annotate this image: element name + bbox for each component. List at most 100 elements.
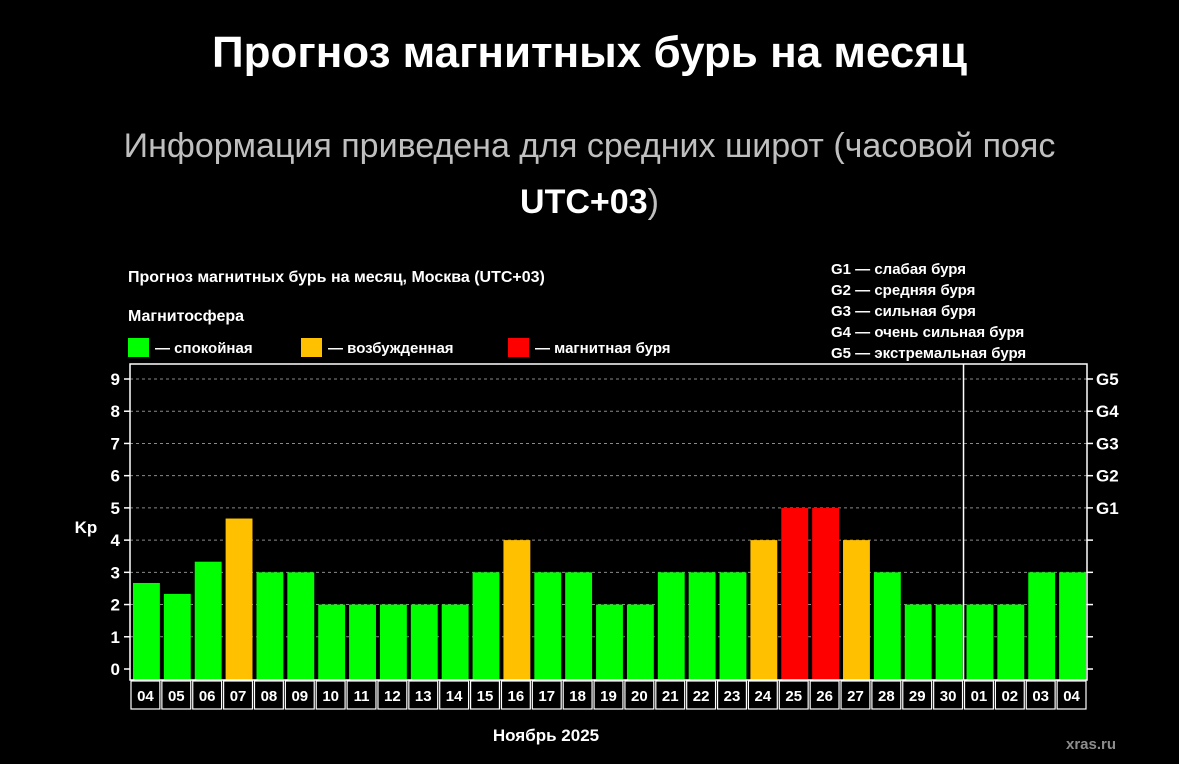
x-tick-label: 12 bbox=[384, 688, 401, 705]
subtitle-timezone: UTC+03 bbox=[520, 183, 648, 221]
x-tick-label: 17 bbox=[538, 688, 555, 705]
x-tick-box bbox=[469, 680, 501, 710]
x-tick-box bbox=[933, 680, 964, 710]
page-subtitle: Информация приведена для средних широт (… bbox=[0, 118, 1179, 230]
x-tick-label: 13 bbox=[415, 688, 432, 705]
x-tick-box bbox=[531, 680, 562, 710]
x-tick-label: 27 bbox=[847, 688, 864, 705]
bar-19 bbox=[596, 604, 623, 680]
bar-25 bbox=[781, 507, 809, 680]
g-legend-item: G1 — слабая буря bbox=[831, 261, 966, 278]
x-tick-box bbox=[809, 680, 840, 710]
x-tick-box bbox=[963, 680, 994, 710]
legend-label-excited: — возбужденная bbox=[328, 340, 454, 357]
y-tick-label: 0 bbox=[111, 660, 120, 679]
x-tick-box bbox=[130, 680, 161, 710]
y-tick-label: 8 bbox=[111, 402, 120, 421]
x-tick-label: 18 bbox=[569, 688, 586, 705]
bar-04 bbox=[133, 582, 160, 680]
y-tick-labels: 0 1 2 3 4 5 6 7 8 9 bbox=[111, 370, 130, 679]
legend-label-calm: — спокойная bbox=[155, 340, 253, 357]
g-legend-item: G2 — средняя буря bbox=[831, 282, 975, 299]
x-tick-box bbox=[346, 680, 377, 710]
x-tick-box bbox=[408, 680, 439, 710]
x-tick-box bbox=[593, 680, 624, 710]
x-tick-label: 04 bbox=[1063, 688, 1080, 705]
bars bbox=[133, 507, 1086, 680]
x-tick-box bbox=[1025, 680, 1056, 710]
y-tick-label: 5 bbox=[111, 499, 120, 518]
bar-15 bbox=[472, 572, 500, 680]
g-legend-item: G3 — сильная буря bbox=[831, 303, 976, 320]
x-tick-label: 28 bbox=[878, 688, 895, 705]
x-tick-label: 04 bbox=[137, 688, 154, 705]
x-tick-box bbox=[655, 680, 686, 710]
x-tick-label: 15 bbox=[477, 688, 494, 705]
x-tick-label: 21 bbox=[662, 688, 679, 705]
bar-03 bbox=[1028, 572, 1056, 680]
x-tick-label: 02 bbox=[1001, 688, 1018, 705]
x-tick-label: 29 bbox=[909, 688, 926, 705]
bar-24 bbox=[750, 540, 778, 680]
bar-14 bbox=[441, 604, 469, 680]
x-tick-box bbox=[377, 680, 408, 710]
x-tick-box bbox=[1056, 680, 1087, 710]
g-tick-label: G1 bbox=[1096, 499, 1119, 518]
x-tick-label: 25 bbox=[785, 688, 802, 705]
subtitle-close: ) bbox=[647, 183, 659, 221]
x-axis-label: Ноябрь 2025 bbox=[493, 726, 599, 745]
bar-08 bbox=[256, 572, 284, 680]
plot-frame bbox=[129, 363, 1088, 681]
g-legend-item: G5 — экстремальная буря bbox=[831, 345, 1026, 362]
bar-28 bbox=[873, 572, 901, 680]
chart-title: Прогноз магнитных бурь на месяц, Москва … bbox=[128, 269, 545, 286]
x-tick-label: 03 bbox=[1032, 688, 1049, 705]
x-tick-label: 14 bbox=[446, 688, 463, 705]
x-tick-label: 09 bbox=[291, 688, 308, 705]
bar-27 bbox=[843, 540, 870, 680]
g-scale-legend: G1 — слабая буря G2 — средняя буря G3 — си… bbox=[831, 261, 1026, 362]
x-tick-box bbox=[192, 680, 223, 710]
x-tick-label: 23 bbox=[724, 688, 741, 705]
x-tick-label: 10 bbox=[322, 688, 339, 705]
x-tick-box bbox=[871, 680, 902, 710]
y-tick-label: 6 bbox=[111, 467, 120, 486]
x-tick-box bbox=[902, 680, 933, 710]
bar-02 bbox=[997, 604, 1025, 680]
bar-07 bbox=[225, 518, 253, 680]
y-tick-label: 4 bbox=[111, 531, 121, 550]
x-tick-box bbox=[284, 680, 315, 710]
x-tick-box bbox=[686, 680, 717, 710]
x-tick-label: 26 bbox=[816, 688, 833, 705]
bar-12 bbox=[379, 604, 407, 680]
bar-17 bbox=[534, 572, 562, 680]
bar-04 bbox=[1059, 572, 1086, 680]
page-title: Прогноз магнитных бурь на месяц bbox=[211, 28, 967, 77]
legend-swatch-storm bbox=[508, 338, 529, 357]
g-tick-labels: G1 G2 G3 G4 G5 bbox=[1087, 370, 1119, 670]
legend: — спокойная — возбужденная — магнитная бур… bbox=[128, 338, 671, 357]
source-watermark: xras.ru bbox=[1066, 736, 1117, 753]
g-legend-item: G4 — очень сильная буря bbox=[831, 324, 1024, 341]
x-tick-box bbox=[562, 680, 593, 710]
y-tick-label: 3 bbox=[111, 563, 120, 582]
x-tick-box bbox=[840, 680, 871, 710]
g-tick-label: G4 bbox=[1096, 402, 1119, 421]
bar-11 bbox=[349, 604, 376, 680]
y-tick-label: 7 bbox=[111, 434, 120, 453]
bar-01 bbox=[966, 604, 994, 680]
x-tick-label: 24 bbox=[755, 688, 772, 705]
subtitle-text: Информация приведена для средних широт (… bbox=[123, 127, 1056, 165]
x-tick-box bbox=[778, 680, 809, 710]
legend-title: Магнитосфера bbox=[128, 308, 244, 325]
bar-29 bbox=[904, 604, 932, 680]
legend-swatch-excited bbox=[301, 338, 322, 357]
bar-05 bbox=[163, 593, 191, 680]
bar-06 bbox=[194, 561, 222, 680]
y-axis-label: Kp bbox=[75, 518, 98, 537]
bar-09 bbox=[287, 572, 315, 680]
bar-20 bbox=[626, 604, 654, 680]
legend-swatch-calm bbox=[128, 338, 149, 357]
x-tick-label: 06 bbox=[199, 688, 216, 705]
